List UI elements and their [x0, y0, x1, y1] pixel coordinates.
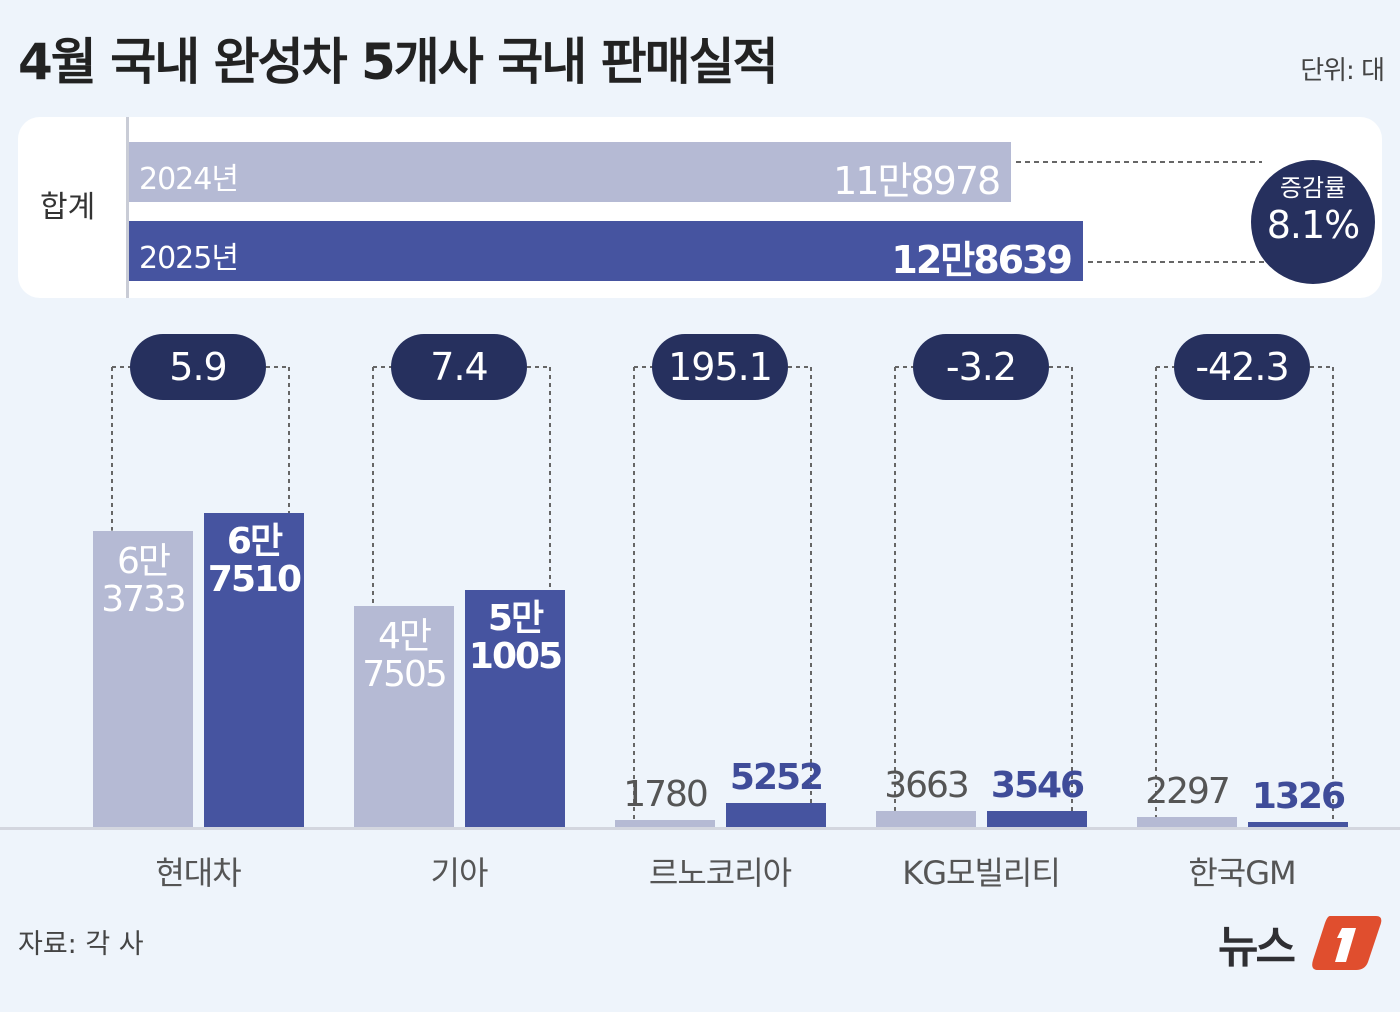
- total-value: 11만8978: [833, 159, 1001, 203]
- change-rate-value: 8.1%: [1266, 203, 1361, 247]
- bar-value-label: 5252: [706, 759, 846, 797]
- bar-value-label: 1780: [595, 773, 735, 815]
- bar-value-text: 1005: [468, 636, 563, 677]
- chart-title: 4월 국내 완성차 5개사 국내 판매실적: [18, 33, 779, 91]
- bar-value-text: 5252: [729, 757, 824, 799]
- bar-2024: [354, 606, 454, 828]
- bar-2025: [726, 803, 826, 828]
- svg-text:뉴스: 뉴스: [1218, 922, 1294, 973]
- category-label: 르노코리아: [648, 854, 792, 892]
- total-year: 2024년: [139, 162, 239, 197]
- bar-value-label: 6만 7510: [184, 520, 324, 600]
- bar-value-label: 2297: [1117, 773, 1257, 811]
- change-rate-badge: 증감률 8.1%: [1251, 160, 1375, 284]
- total-value: 12만8639: [891, 238, 1073, 282]
- category-label: 기아: [430, 854, 489, 892]
- bar-value-label: 6만 3733: [73, 540, 213, 620]
- bar-value-text: 2297: [1145, 771, 1231, 813]
- bar-value-label: 3663: [856, 764, 996, 806]
- source-note: 자료: 각 사: [18, 929, 144, 960]
- bar-value-text: 1326: [1251, 775, 1346, 817]
- bar-value-text: 6만: [226, 520, 283, 562]
- change-rate-pill: 195.1: [652, 334, 788, 400]
- bar-value-text: 3663: [884, 764, 970, 806]
- bar-value-text: 7505: [362, 654, 448, 696]
- bar-2024: [615, 819, 715, 828]
- bar-value-text: 1780: [623, 773, 709, 815]
- unit-label: 단위: 대: [1300, 56, 1385, 86]
- bar-value-label: 4만 7505: [334, 618, 474, 694]
- bar-2024: [93, 530, 193, 828]
- bar-value-text: 6만: [116, 540, 171, 582]
- total-label: 합계: [40, 190, 96, 225]
- total-year: 2025년: [139, 241, 239, 276]
- category-label: 현대차: [155, 854, 241, 892]
- change-rate-pill: -42.3: [1174, 334, 1310, 400]
- bar-2025: [1248, 821, 1348, 828]
- bar-value-text: 3733: [101, 578, 187, 620]
- bar-value-text: 5만: [487, 598, 544, 639]
- bar-value-label: 3546: [967, 767, 1107, 805]
- change-rate-label: 증감률: [1279, 174, 1347, 202]
- total-bar-2024: 2024년 11만8978: [127, 142, 1012, 203]
- total-bar-2025: 2025년 12만8639: [127, 221, 1083, 282]
- total-connectors: [1016, 161, 1278, 263]
- bar-value-label: 1326: [1228, 775, 1368, 817]
- news1-logo: 뉴스: [1218, 912, 1383, 978]
- x-axis-line: [0, 827, 1400, 830]
- change-rate-pill: 5.9: [130, 334, 266, 400]
- change-rate-pill: 7.4: [391, 334, 527, 400]
- bar-2025: [987, 811, 1087, 828]
- bar-2025: [204, 512, 304, 828]
- bar-value-text: 7510: [207, 558, 302, 600]
- bar-value-text: 3546: [990, 765, 1085, 807]
- bar-value-text: 4만: [377, 616, 432, 658]
- category-label: 한국GM: [1188, 854, 1296, 892]
- bar-2025: [465, 590, 565, 828]
- bar-2024: [876, 810, 976, 828]
- category-label: KG모빌리티: [902, 854, 1061, 892]
- divider: [126, 117, 129, 298]
- bar-value-label: 5만 1005: [445, 600, 585, 676]
- bar-2024: [1137, 817, 1237, 828]
- change-rate-pill: -3.2: [913, 334, 1049, 400]
